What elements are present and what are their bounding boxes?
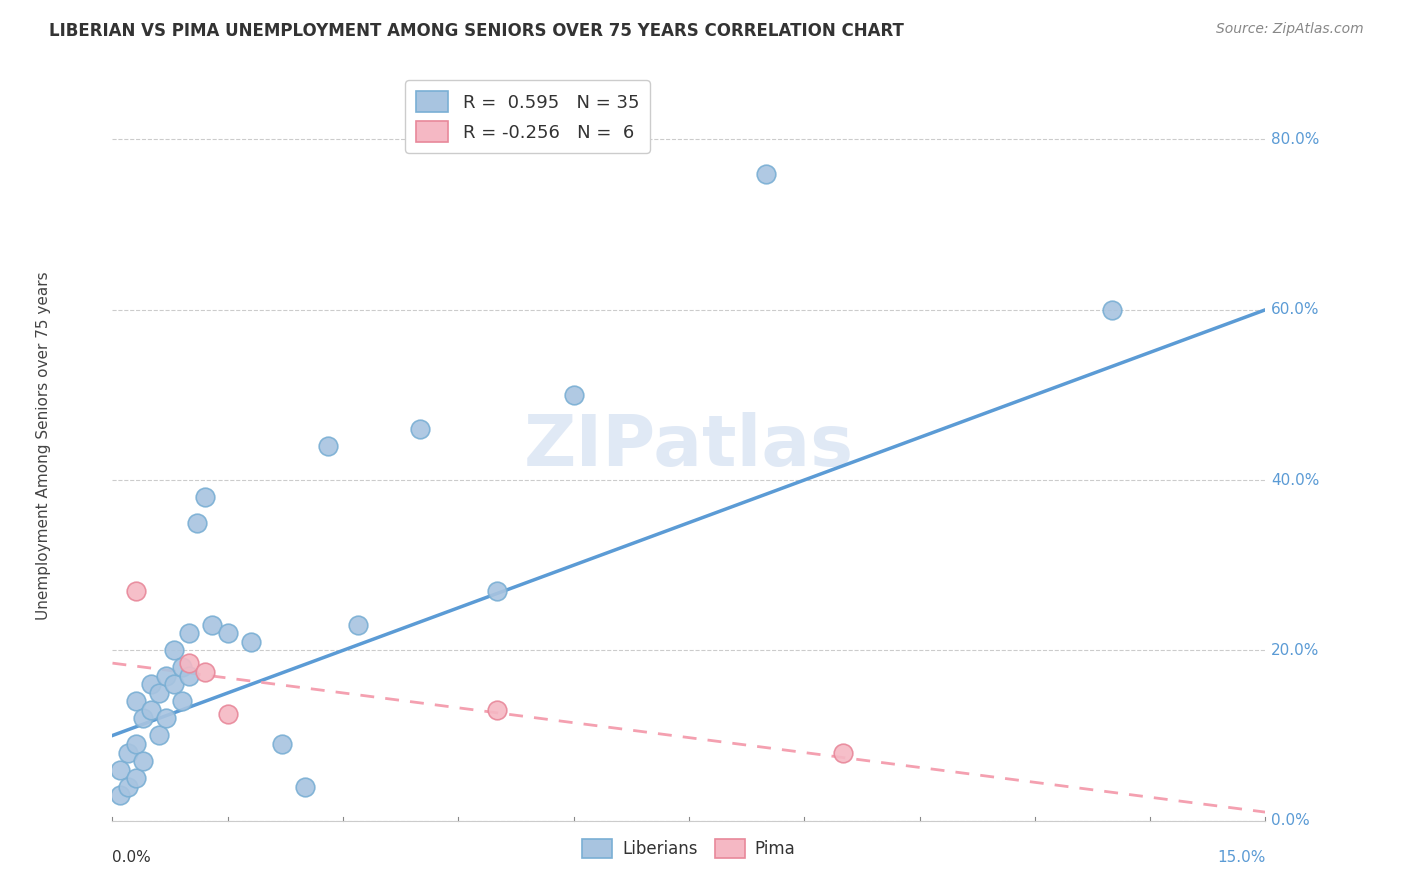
- Point: [124, 583, 146, 598]
- Point: [117, 780, 139, 794]
- Point: [194, 490, 217, 504]
- Text: 20.0%: 20.0%: [1271, 643, 1320, 657]
- Point: [270, 737, 292, 751]
- Text: 60.0%: 60.0%: [1271, 302, 1320, 318]
- Point: [163, 643, 186, 657]
- Point: [217, 707, 239, 722]
- Text: 80.0%: 80.0%: [1271, 132, 1320, 147]
- Point: [316, 439, 339, 453]
- Text: 0.0%: 0.0%: [112, 850, 152, 865]
- Point: [117, 746, 139, 760]
- Point: [108, 788, 131, 802]
- Point: [755, 167, 778, 181]
- Point: [155, 669, 177, 683]
- Point: [485, 703, 508, 717]
- Text: 0.0%: 0.0%: [1271, 814, 1310, 828]
- Point: [148, 686, 170, 700]
- Point: [163, 677, 186, 691]
- Point: [148, 729, 170, 743]
- Text: 15.0%: 15.0%: [1218, 850, 1265, 865]
- Point: [179, 669, 201, 683]
- Point: [294, 780, 316, 794]
- Legend: Liberians, Pima: Liberians, Pima: [576, 832, 801, 864]
- Text: 40.0%: 40.0%: [1271, 473, 1320, 488]
- Point: [124, 771, 146, 785]
- Point: [179, 656, 201, 670]
- Point: [1101, 302, 1123, 317]
- Text: LIBERIAN VS PIMA UNEMPLOYMENT AMONG SENIORS OVER 75 YEARS CORRELATION CHART: LIBERIAN VS PIMA UNEMPLOYMENT AMONG SENI…: [49, 22, 904, 40]
- Point: [217, 626, 239, 640]
- Point: [124, 694, 146, 708]
- Point: [139, 677, 162, 691]
- Point: [831, 746, 853, 760]
- Text: ZIPatlas: ZIPatlas: [524, 411, 853, 481]
- Point: [562, 388, 585, 402]
- Point: [201, 617, 224, 632]
- Text: Source: ZipAtlas.com: Source: ZipAtlas.com: [1216, 22, 1364, 37]
- Point: [179, 626, 201, 640]
- Text: Unemployment Among Seniors over 75 years: Unemployment Among Seniors over 75 years: [35, 272, 51, 620]
- Point: [186, 516, 208, 530]
- Point: [194, 665, 217, 679]
- Point: [155, 711, 177, 725]
- Point: [347, 617, 370, 632]
- Point: [132, 754, 155, 768]
- Point: [170, 694, 193, 708]
- Point: [124, 737, 146, 751]
- Point: [108, 763, 131, 777]
- Point: [132, 711, 155, 725]
- Point: [170, 660, 193, 674]
- Point: [485, 583, 508, 598]
- Point: [409, 422, 432, 436]
- Point: [239, 635, 262, 649]
- Point: [139, 703, 162, 717]
